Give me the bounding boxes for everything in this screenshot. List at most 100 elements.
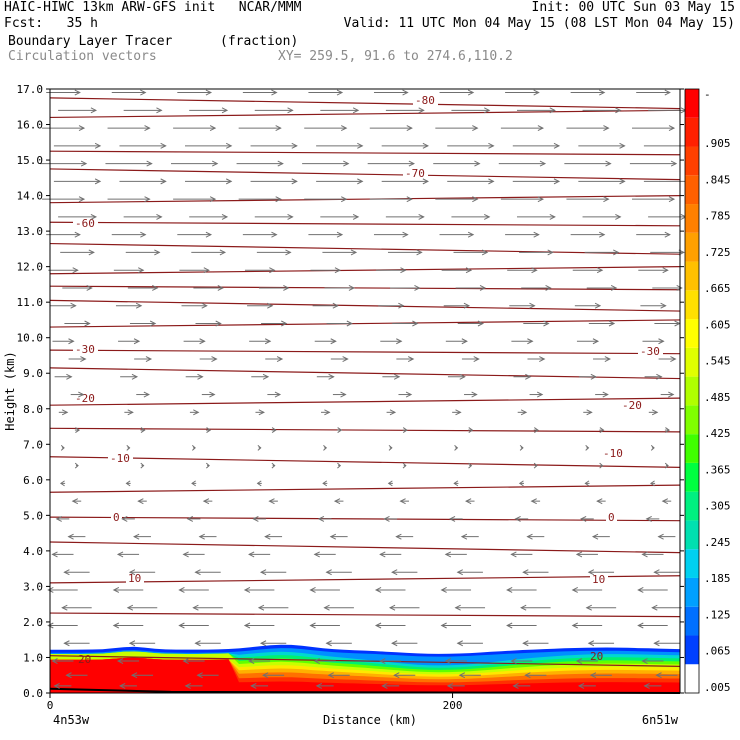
circulation-vector <box>194 640 221 647</box>
circulation-vector <box>641 551 664 558</box>
circulation-vector <box>123 213 163 220</box>
circulation-vector <box>258 285 290 291</box>
temperature-contour-5 <box>49 221 681 227</box>
circulation-vector <box>393 672 416 679</box>
circulation-vector <box>514 515 529 522</box>
circulation-vector <box>324 285 356 291</box>
contour-label-12: 10 <box>592 573 605 586</box>
temperature-contour-15 <box>49 456 681 468</box>
contour-label-9: 0 <box>113 511 120 524</box>
circulation-vector <box>452 409 462 416</box>
contour-label-4: -30 <box>640 345 660 358</box>
circulation-vector <box>641 658 664 664</box>
circulation-vector <box>651 604 682 611</box>
circulation-vector <box>566 125 610 132</box>
circulation-vector <box>385 107 425 114</box>
circulation-vector <box>68 356 87 362</box>
circulation-vector <box>381 682 400 689</box>
circulation-vector <box>310 267 342 274</box>
circulation-vector <box>367 160 415 167</box>
colorbar-label: .605 <box>704 318 731 331</box>
circulation-vector <box>247 302 274 309</box>
circulation-vector <box>316 373 335 380</box>
circulation-vector <box>71 498 82 505</box>
circulation-vector <box>182 658 205 664</box>
circulation-vector <box>238 125 282 132</box>
colorbar-swatch <box>685 462 699 492</box>
colorbar-swatch <box>685 319 699 348</box>
circulation-vector <box>588 320 616 327</box>
circulation-vector <box>380 338 403 345</box>
circulation-vector <box>522 569 549 576</box>
circulation-vector <box>445 338 468 345</box>
circulation-vector <box>577 682 596 689</box>
circulation-vector <box>58 213 98 220</box>
circulation-vector <box>262 672 285 679</box>
circulation-vector <box>460 533 479 540</box>
circulation-vector <box>61 604 92 611</box>
circulation-vector <box>51 658 74 664</box>
circulation-vector <box>201 391 216 398</box>
circulation-vector <box>369 196 413 203</box>
colorbar-label: .305 <box>704 500 731 513</box>
circulation-vector <box>464 391 478 398</box>
circulation-vector <box>599 462 604 469</box>
circulation-vector <box>571 587 603 593</box>
circulation-vector <box>440 587 472 593</box>
circulation-vector <box>374 587 406 593</box>
circulation-vector <box>578 178 626 185</box>
contour-label-1: -70 <box>405 167 425 180</box>
circulation-vector <box>664 462 669 469</box>
circulation-vector <box>519 444 524 451</box>
circulation-vector <box>582 213 622 220</box>
circulation-vector <box>650 480 656 487</box>
circulation-vector <box>243 587 275 593</box>
circulation-vector <box>39 160 88 167</box>
contour-label-5: -20 <box>75 392 95 405</box>
contour-label-11: 10 <box>128 572 141 585</box>
colorbar-label: .065 <box>704 645 731 658</box>
circulation-vector <box>308 231 344 238</box>
circulation-vector <box>585 444 590 451</box>
circulation-vector <box>58 409 69 416</box>
circulation-vector <box>637 622 668 629</box>
y-tick-label: 4.0 <box>23 545 43 558</box>
temperature-contour-21 <box>49 655 681 667</box>
circulation-vector <box>189 409 200 416</box>
circulation-vector <box>64 320 91 327</box>
y-tick-label: 2.0 <box>23 616 43 629</box>
colorbar-label: .665 <box>704 282 731 295</box>
y-tick-label: 1.0 <box>23 651 43 664</box>
circulation-vector <box>178 622 209 629</box>
circulation-vector <box>653 569 680 576</box>
circulation-vector <box>586 285 618 291</box>
circulation-vector <box>500 125 545 132</box>
field-name: Boundary Layer Tracer <box>8 34 173 49</box>
circulation-vector <box>254 107 294 114</box>
temperature-contour-20 <box>49 612 681 618</box>
x-tick-label: 0 <box>47 699 54 712</box>
circulation-vector <box>250 142 298 149</box>
circulation-vector <box>173 125 217 132</box>
circulation-vector <box>589 672 612 679</box>
circulation-vector <box>185 142 233 149</box>
circulation-vector <box>112 587 144 593</box>
circulation-vector <box>325 569 352 576</box>
circulation-vector <box>323 604 354 611</box>
circulation-vector <box>60 480 66 487</box>
circulation-vector <box>378 302 405 309</box>
circulation-vector <box>383 515 398 522</box>
colorbar-label: .545 <box>704 355 731 368</box>
circulation-vector <box>637 587 668 593</box>
circulation-vector <box>454 604 486 611</box>
circulation-vector <box>140 462 145 469</box>
circulation-vector <box>457 320 485 327</box>
circulation-vector <box>379 658 402 664</box>
circulation-vector <box>74 427 80 433</box>
circulation-vector <box>582 107 622 114</box>
temperature-contour-9 <box>49 299 681 312</box>
contour-label-13: 20 <box>78 653 91 666</box>
colorbar-label: - <box>704 88 711 101</box>
circulation-vector <box>369 125 413 132</box>
circulation-vector <box>510 658 533 664</box>
